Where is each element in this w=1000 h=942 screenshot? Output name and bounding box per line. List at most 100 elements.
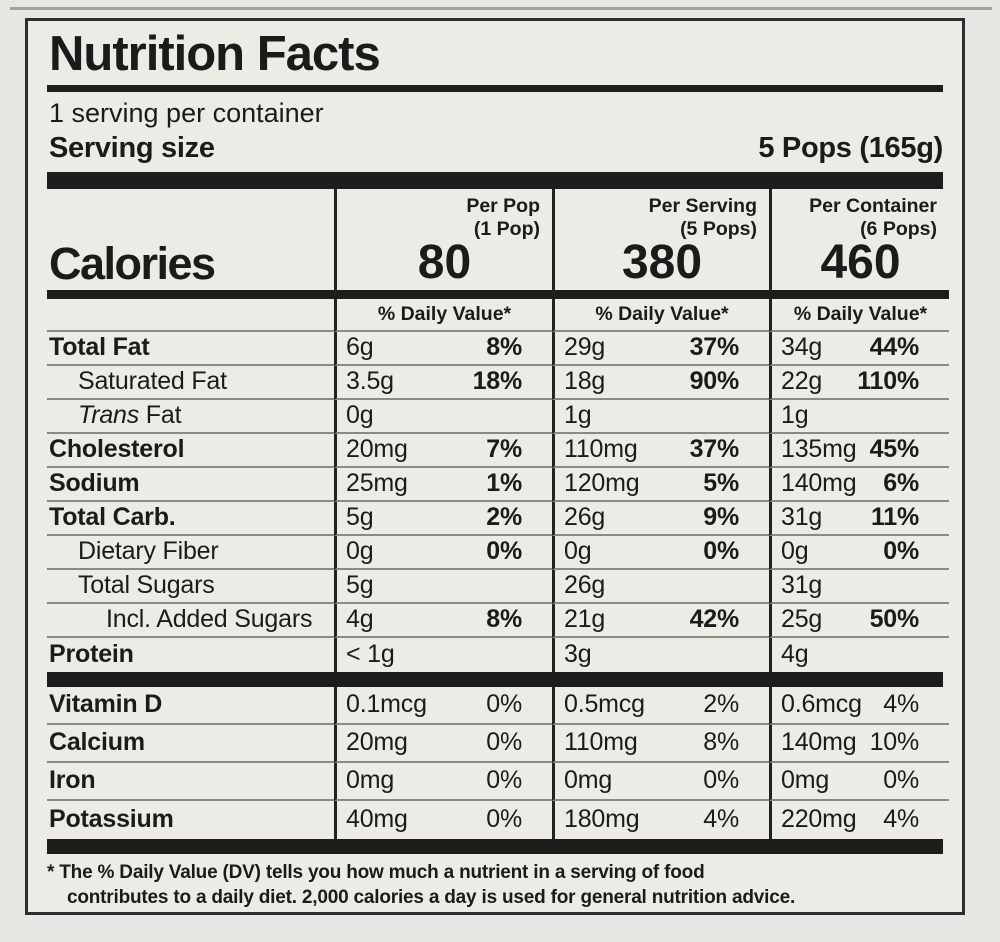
column-header-per-container: Per Container (6 Pops) xyxy=(769,188,949,240)
nutrient-amount: 31g xyxy=(781,503,823,532)
nutrient-name: Vitamin D xyxy=(47,687,334,725)
column-subname: (6 Pops) xyxy=(860,217,937,240)
nutrient-amount: 0g xyxy=(564,537,592,566)
vitamin-table: Vitamin D 0.1mcg 0% 0.5mcg 2% 0.6mcg 4% Calcium… xyxy=(47,686,949,839)
percent-daily-value: 37% xyxy=(689,333,740,362)
calories-label: Calories xyxy=(47,238,334,299)
daily-value-header-per-pop: % Daily Value* xyxy=(334,298,552,332)
nutrient-value-cell: 4g 8% xyxy=(334,603,552,638)
column-subname: (5 Pops) xyxy=(680,217,757,240)
percent-daily-value: 0% xyxy=(486,728,522,757)
nutrient-amount: 0mg xyxy=(781,766,830,795)
percent-daily-value: 4% xyxy=(703,805,739,834)
nutrient-value-cell: 0g 0% xyxy=(552,535,769,570)
nutrient-name: Protein xyxy=(49,640,134,669)
nutrient-amount: 31g xyxy=(781,571,823,600)
footnote-line-2: contributes to a daily diet. 2,000 calor… xyxy=(67,886,796,908)
nutrient-value-cell: 20mg 0% xyxy=(334,724,552,763)
nutrient-name: Dietary Fiber xyxy=(47,536,334,570)
column-name: Per Serving xyxy=(648,194,757,217)
nutrient-table: Total Fat 6g 8% 29g 37% 34g 44% Saturated Fat 3.… xyxy=(47,331,949,672)
nutrient-amount: 5g xyxy=(346,503,374,532)
nutrient-amount: 0.1mcg xyxy=(346,690,427,719)
nutrient-name: Trans Fat xyxy=(47,400,334,434)
nutrient-value-cell: 110mg 37% xyxy=(552,433,769,468)
percent-daily-value: 2% xyxy=(703,690,739,719)
percent-daily-value: 8% xyxy=(703,728,739,757)
percent-daily-value: 4% xyxy=(883,805,919,834)
nutrient-value-cell: 0mg 0% xyxy=(334,762,552,801)
nutrient-value-cell: 25g 50% xyxy=(769,603,949,638)
nutrient-value-cell: 3g xyxy=(552,637,769,672)
title-rule xyxy=(47,85,943,93)
nutrient-amount: 0g xyxy=(346,401,374,430)
nutrient-value-cell: 1g xyxy=(552,399,769,434)
nutrient-amount: 21g xyxy=(564,605,606,634)
percent-daily-value: 5% xyxy=(703,469,739,498)
percent-daily-value: 1% xyxy=(486,469,522,498)
nutrient-value-cell: 26g 9% xyxy=(552,501,769,536)
empty-header-cell xyxy=(47,189,334,239)
nutrient-amount: 0mg xyxy=(346,766,395,795)
calories-per-container: 460 xyxy=(769,236,949,299)
nutrient-amount: 29g xyxy=(564,333,606,362)
nutrient-name: Total Carb. xyxy=(47,502,334,536)
daily-value-footnote: * The % Daily Value (DV) tells you how m… xyxy=(47,860,943,910)
nutrient-amount: 40mg xyxy=(346,805,408,834)
nutrient-amount: 0g xyxy=(346,537,374,566)
nutrient-amount: 6g xyxy=(346,333,374,362)
percent-daily-value: 6% xyxy=(883,469,919,498)
nutrient-name: Total Fat xyxy=(47,332,334,366)
daily-value-header-per-serving: % Daily Value* xyxy=(552,298,769,332)
nutrient-amount: 120mg xyxy=(564,469,640,498)
nutrient-name: Cholesterol xyxy=(47,434,334,468)
nutrient-value-cell: 180mg 4% xyxy=(552,800,769,839)
nutrient-amount: < 1g xyxy=(346,640,395,669)
nutrient-value-cell: 3.5g 18% xyxy=(334,365,552,400)
nutrient-value-cell: 25mg 1% xyxy=(334,467,552,502)
nutrient-amount: 34g xyxy=(781,333,823,362)
daily-value-header-per-container: % Daily Value* xyxy=(769,298,949,332)
percent-daily-value: 18% xyxy=(472,367,523,396)
calories-per-serving: 380 xyxy=(552,236,769,299)
percent-daily-value: 50% xyxy=(869,605,920,634)
nutrient-name: Sodium xyxy=(47,468,334,502)
percent-daily-value: 11% xyxy=(870,503,919,532)
empty-dv-cell xyxy=(47,299,334,332)
percent-daily-value: 0% xyxy=(703,766,739,795)
percent-daily-value: 0% xyxy=(883,766,919,795)
nutrient-amount: 3.5g xyxy=(346,367,394,396)
nutrient-value-cell: 29g 37% xyxy=(552,331,769,366)
serving-size-label: Serving size xyxy=(49,131,215,164)
nutrient-value-cell: 5g 2% xyxy=(334,501,552,536)
nutrient-value-cell: 5g xyxy=(334,569,552,604)
nutrient-amount: 25g xyxy=(781,605,823,634)
nutrient-value-cell: 4g xyxy=(769,637,949,672)
nutrient-name: Incl. Added Sugars xyxy=(47,604,334,638)
nutrient-value-cell: 135mg 45% xyxy=(769,433,949,468)
nutrient-value-cell: < 1g xyxy=(334,637,552,672)
nutrient-value-cell: 0.1mcg 0% xyxy=(334,686,552,725)
nutrient-value-cell: 0g 0% xyxy=(769,535,949,570)
nutrient-value-cell: 40mg 0% xyxy=(334,800,552,839)
calories-header-table: Per Pop (1 Pop) Per Serving (5 Pops) Per… xyxy=(47,188,949,332)
nutrient-amount: 5g xyxy=(346,571,374,600)
percent-daily-value: 0% xyxy=(486,805,522,834)
percent-daily-value: 10% xyxy=(869,728,920,757)
nutrition-facts-label: Nutrition Facts 1 serving per container … xyxy=(25,18,965,915)
nutrient-amount: 140mg xyxy=(781,728,857,757)
nutrient-amount: 22g xyxy=(781,367,823,396)
nutrient-amount: 20mg xyxy=(346,435,408,464)
nutrient-amount: 0g xyxy=(781,537,809,566)
column-name: Per Container xyxy=(809,194,937,217)
nutrient-value-cell: 21g 42% xyxy=(552,603,769,638)
label-title: Nutrition Facts xyxy=(49,27,381,81)
nutrient-amount: 4g xyxy=(346,605,374,634)
nutrient-value-cell: 34g 44% xyxy=(769,331,949,366)
percent-daily-value: 0% xyxy=(703,537,739,566)
nutrient-name: Potassium xyxy=(49,805,174,834)
nutrient-value-cell: 120mg 5% xyxy=(552,467,769,502)
percent-daily-value: 90% xyxy=(689,367,740,396)
nutrient-amount: 4g xyxy=(781,640,809,669)
